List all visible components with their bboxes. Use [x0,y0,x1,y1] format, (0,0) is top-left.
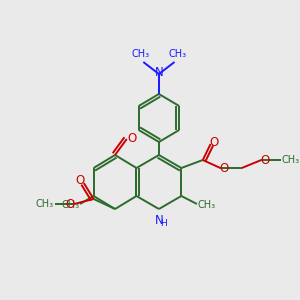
Text: O: O [261,154,270,166]
Text: O: O [210,136,219,148]
Text: O: O [75,173,85,187]
Text: N: N [154,65,163,79]
Text: CH₃: CH₃ [131,49,149,59]
Text: CH₃: CH₃ [36,199,54,209]
Text: O: O [127,131,136,145]
Text: O: O [66,199,75,212]
Text: CH₃: CH₃ [198,200,216,210]
Text: CH₃: CH₃ [281,155,300,165]
Text: N: N [154,214,163,227]
Text: CH₃: CH₃ [168,49,187,59]
Text: H: H [160,218,167,227]
Text: CH₃: CH₃ [61,200,79,210]
Text: O: O [220,163,229,176]
